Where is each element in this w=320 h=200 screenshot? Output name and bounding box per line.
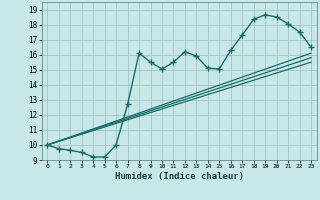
X-axis label: Humidex (Indice chaleur): Humidex (Indice chaleur)	[115, 172, 244, 181]
